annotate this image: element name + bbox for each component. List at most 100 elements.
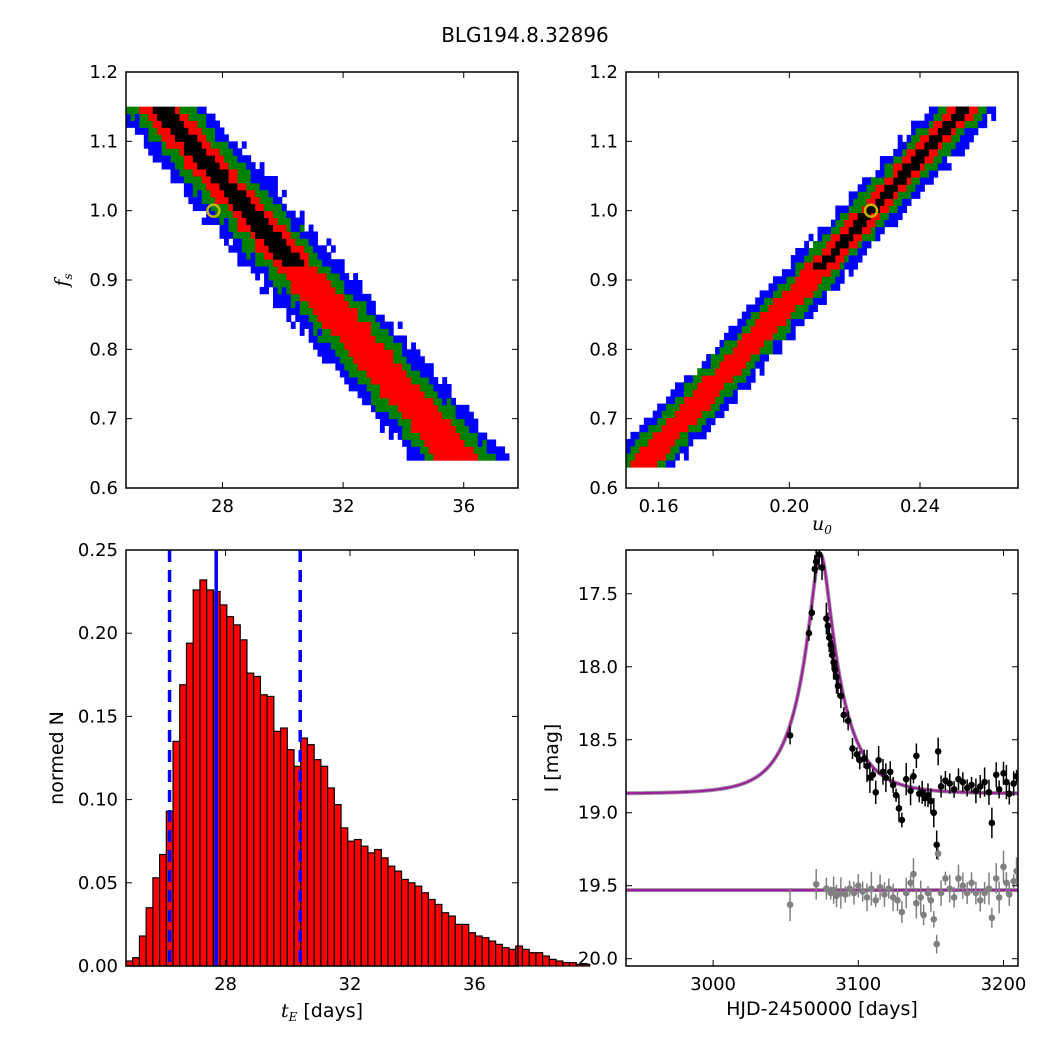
tl-cell [273, 217, 278, 225]
tl-cell [308, 321, 314, 329]
tl-cell [464, 432, 470, 440]
tl-cell [411, 390, 416, 399]
tl-cell [313, 314, 318, 322]
tr-cell [746, 382, 752, 390]
tr-cell [634, 438, 640, 447]
tr-ytick-label: 1.0 [589, 201, 618, 222]
tr-cell [741, 339, 747, 348]
tr-cell [964, 106, 970, 114]
tl-cell [277, 210, 283, 218]
tl-cell [304, 231, 310, 239]
tl-cell [268, 245, 274, 253]
tr-cell [826, 247, 832, 256]
tl-cell [428, 397, 434, 406]
tl-cell [424, 377, 430, 385]
tl-cell [348, 314, 354, 322]
tr-cell [920, 177, 925, 185]
tl-cell [241, 141, 247, 149]
tl-cell [246, 176, 252, 184]
tl-cell [313, 300, 318, 309]
tl-cell [188, 196, 194, 205]
tl-cell [393, 425, 399, 433]
tr-cell [697, 382, 703, 390]
tr-cell [706, 403, 712, 412]
tr-cell [911, 127, 916, 136]
tl-cell [277, 266, 283, 274]
br-point-1 [959, 882, 967, 890]
tl-cell [290, 300, 296, 309]
tl-cell [290, 210, 296, 218]
tl-cell [134, 127, 140, 135]
tl-cell [175, 155, 180, 163]
tl-cell [277, 231, 283, 239]
tr-cell [666, 424, 671, 433]
br-point-1 [930, 915, 938, 923]
tr-cell [675, 410, 680, 419]
tl-cell [224, 141, 229, 149]
tr-cell [835, 262, 841, 270]
tr-cell [679, 389, 685, 397]
tr-cell [835, 226, 841, 235]
bl-bar [199, 579, 208, 967]
tr-cell [773, 297, 778, 305]
tr-cell [719, 339, 725, 348]
tl-cell [424, 363, 430, 371]
tl-cell [237, 217, 243, 225]
tl-cell [250, 252, 256, 260]
tl-cell [175, 141, 180, 149]
tr-cell [973, 113, 979, 122]
tl-cell [379, 328, 385, 336]
tl-cell [192, 134, 198, 142]
bl-frame [125, 549, 519, 967]
tr-cell [897, 163, 903, 171]
tl-cell [286, 307, 292, 316]
tl-cell [299, 321, 305, 329]
tr-cell [750, 354, 756, 362]
tr-cell [911, 177, 916, 185]
tl-cell [406, 397, 412, 406]
tr-cell [652, 410, 658, 419]
tr-cell [657, 438, 663, 447]
tl-cell [433, 418, 439, 426]
tl-cell [250, 203, 256, 212]
tr-cell [688, 375, 694, 383]
tr-cell [719, 410, 725, 419]
br-point-0 [889, 781, 897, 789]
tl-cell [143, 141, 149, 149]
tr-cell [844, 205, 850, 214]
tl-cell [188, 134, 194, 142]
tr-cell [973, 127, 979, 136]
tl-cell [330, 259, 336, 267]
tr-cell [875, 177, 881, 185]
tl-cell [255, 196, 261, 205]
tl-cell [415, 404, 421, 413]
br-model-curve [626, 553, 1018, 795]
br-point-1 [863, 894, 871, 901]
tr-cell [697, 424, 703, 433]
tl-cell [224, 196, 229, 205]
br-point-1 [859, 888, 866, 895]
tl-cell [371, 349, 376, 357]
tr-cell [732, 339, 738, 348]
tl-cell [264, 259, 269, 267]
tl-cell [424, 439, 430, 447]
tl-cell [411, 377, 416, 385]
br-point-0 [1010, 780, 1017, 787]
tr-cell [648, 431, 654, 440]
tr-cell [933, 141, 939, 150]
tl-cell [366, 321, 372, 329]
tl-cell [232, 148, 238, 156]
tl-cell [215, 189, 220, 198]
tr-cell [946, 134, 952, 143]
tr-cell [741, 361, 747, 369]
tr-cell [982, 106, 988, 114]
tl-cell [273, 238, 278, 246]
tr-cell [648, 453, 654, 461]
tl-cell [166, 134, 171, 142]
tl-cell [273, 224, 278, 232]
tr-cell [683, 431, 689, 440]
tl-cell [237, 169, 243, 177]
tr-cell [777, 339, 783, 348]
tr-cell [746, 304, 752, 313]
tl-cell [335, 342, 341, 350]
